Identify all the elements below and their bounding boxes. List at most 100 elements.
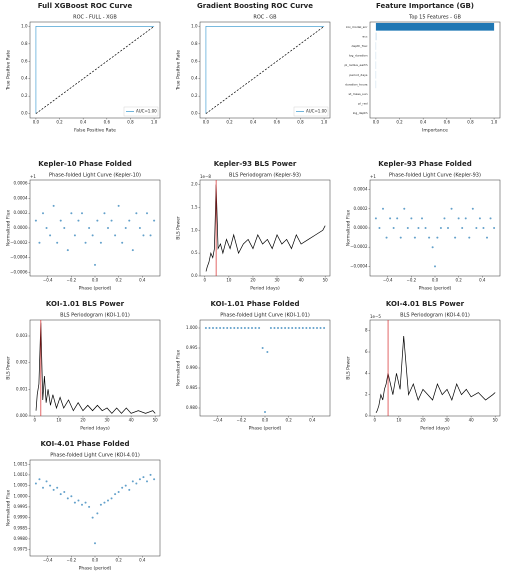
data-point <box>468 236 471 239</box>
x-tick-label: 10 <box>396 418 402 423</box>
x-tick-label: 0.4 <box>309 418 316 423</box>
data-point <box>294 327 297 329</box>
x-axis-label: Period (days) <box>250 286 280 292</box>
data-point <box>443 217 446 220</box>
data-point <box>77 499 80 502</box>
data-point <box>461 227 464 229</box>
y-tick-label: 1.0000 <box>14 493 28 498</box>
chart-subtitle: BLS Periodogram (KOI-1.01) <box>60 313 130 319</box>
data-point <box>316 327 318 329</box>
data-point <box>403 207 406 210</box>
y-tick-label: 0.9980 <box>14 536 28 541</box>
chart-title: Full XGBoost ROC Curve <box>38 2 133 10</box>
x-tick-label: 30 <box>104 418 110 423</box>
data-point <box>107 499 109 502</box>
y-axis-label: BLS Power <box>346 356 352 380</box>
data-point <box>66 497 69 500</box>
x-tick-label: −0.4 <box>213 418 223 423</box>
data-point <box>421 217 423 220</box>
y-axis-label: BLS Power <box>6 356 12 380</box>
y-tick-label: 0.0004 <box>354 187 368 192</box>
data-point <box>114 234 117 237</box>
y-offset-label: 1e−5 <box>370 314 381 319</box>
y-tick-label: −0.0004 <box>10 255 28 260</box>
data-point <box>81 503 83 506</box>
y-tick-label: 1.0015 <box>14 461 28 466</box>
y-offset-label: +1 <box>370 174 376 179</box>
data-point <box>73 234 76 237</box>
x-tick-label: 0.0 <box>92 558 99 563</box>
data-point <box>135 212 138 215</box>
data-point <box>94 263 96 266</box>
x-tick-label: 0.0 <box>33 120 40 125</box>
y-tick-label: duration_hours <box>345 82 368 86</box>
data-point <box>428 236 431 239</box>
data-point <box>478 217 481 220</box>
y-tick-label: −0.0006 <box>10 269 28 274</box>
data-point <box>149 234 152 237</box>
x-tick-label: −0.2 <box>67 558 77 563</box>
data-point <box>114 493 117 496</box>
x-tick-label: 0.8 <box>467 120 474 125</box>
data-point <box>258 327 261 329</box>
plot-frame <box>199 179 331 277</box>
y-tick-label: 1.5 <box>191 204 198 209</box>
data-point <box>117 204 120 207</box>
y-tick-label: 0 <box>365 413 368 418</box>
data-point <box>121 241 124 244</box>
data-point <box>70 495 73 498</box>
y-tick-label: 4 <box>365 370 368 375</box>
y-axis-label: Normalized Flux <box>6 490 12 527</box>
data-point <box>475 227 478 229</box>
x-tick-label: 0.4 <box>420 120 427 125</box>
data-point <box>88 505 91 508</box>
y-tick-label: 1.0 <box>191 23 198 28</box>
data-point <box>91 234 94 237</box>
y-tick-label: 0.0002 <box>14 210 28 215</box>
x-tick-label: 40 <box>299 278 305 283</box>
x-tick-label: 0.2 <box>396 120 403 125</box>
x-tick-label: 0 <box>374 418 377 423</box>
data-point <box>447 227 449 229</box>
chart-subtitle: BLS Periodogram (Kepler-93) <box>229 173 301 179</box>
data-point <box>308 327 311 329</box>
data-point <box>396 217 399 220</box>
y-tick-label: 0.8 <box>21 41 28 46</box>
plot-frame <box>29 21 161 119</box>
y-offset-label: +1 <box>30 174 36 179</box>
data-point <box>124 227 127 229</box>
data-point <box>124 484 127 487</box>
chart-title: Gradient Boosting ROC Curve <box>197 2 313 10</box>
x-tick-label: −0.4 <box>43 558 53 563</box>
data-point <box>103 212 106 215</box>
x-tick-label: 30 <box>444 418 450 423</box>
data-point <box>103 501 106 504</box>
data-point <box>63 491 66 493</box>
x-tick-label: 0.0 <box>92 278 99 283</box>
x-tick-label: 0.4 <box>250 120 257 125</box>
x-tick-label: 0.0 <box>432 278 439 283</box>
data-point <box>146 480 148 483</box>
data-point <box>153 478 156 481</box>
y-tick-label: period_days <box>349 73 368 77</box>
y-axis-label: Normalized Flux <box>176 350 182 387</box>
data-point <box>298 327 301 329</box>
data-point <box>121 486 124 489</box>
data-point <box>73 501 76 504</box>
x-tick-label: 0.6 <box>104 120 111 125</box>
data-point <box>247 327 250 329</box>
data-point <box>96 219 99 222</box>
data-point <box>319 327 322 329</box>
data-point <box>142 234 145 237</box>
data-point <box>413 236 416 239</box>
y-tick-label: 0.985 <box>186 385 198 390</box>
y-axis-label: True Positive Rate <box>6 50 12 91</box>
data-point <box>59 219 62 222</box>
x-tick-label: 0 <box>34 418 37 423</box>
data-point <box>131 480 134 483</box>
line-series <box>205 26 325 114</box>
chart-title: Kepler-93 Phase Folded <box>378 160 471 168</box>
data-point <box>52 488 55 491</box>
